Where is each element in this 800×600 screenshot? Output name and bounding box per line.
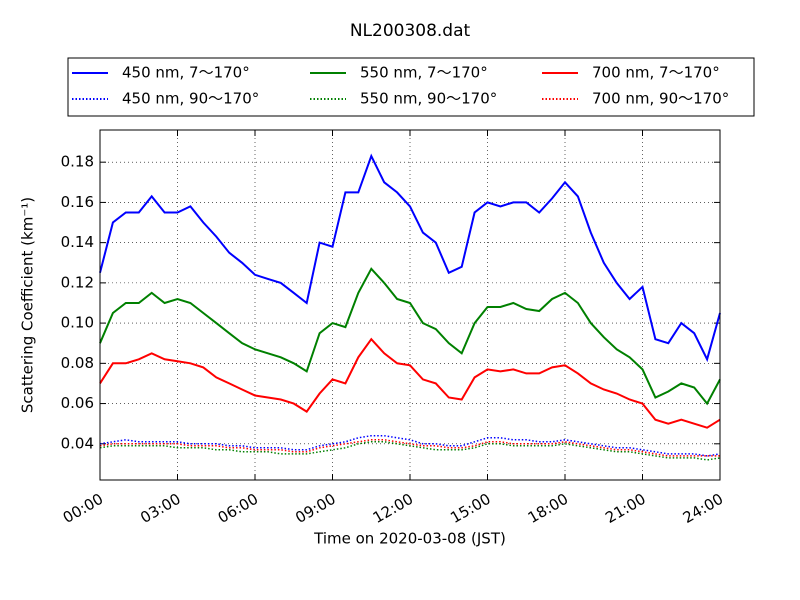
chart-title: NL200308.dat	[350, 21, 471, 41]
series-line	[99, 153, 721, 363]
series-line	[99, 337, 721, 429]
legend-label: 550 nm, 7～170°	[360, 64, 488, 82]
y-tick-label: 0.16	[61, 193, 94, 211]
series-line	[99, 434, 721, 457]
y-tick-label: 0.08	[61, 354, 94, 372]
y-tick-label: 0.10	[61, 314, 94, 332]
y-tick-label: 0.12	[61, 273, 94, 291]
y-tick-label: 0.14	[61, 233, 94, 251]
legend-label: 450 nm, 7～170°	[122, 64, 250, 82]
plot-frame	[99, 129, 721, 481]
legend-label: 700 nm, 7～170°	[592, 64, 720, 82]
y-axis-label: Scattering Coefficient (km⁻¹)	[19, 197, 37, 413]
legend-label: 450 nm, 90～170°	[122, 90, 259, 108]
y-tick-label: 0.18	[61, 153, 94, 171]
series-line	[99, 439, 720, 457]
y-tick-label: 0.06	[61, 394, 94, 412]
y-tick-label: 0.04	[61, 434, 94, 452]
legend-label: 700 nm, 90～170°	[592, 90, 729, 108]
legend-box	[67, 57, 755, 117]
series-line	[99, 267, 721, 406]
x-axis-label: Time on 2020-03-08 (JST)	[313, 530, 506, 548]
legend-label: 550 nm, 90～170°	[360, 90, 497, 108]
series-line	[99, 441, 721, 461]
